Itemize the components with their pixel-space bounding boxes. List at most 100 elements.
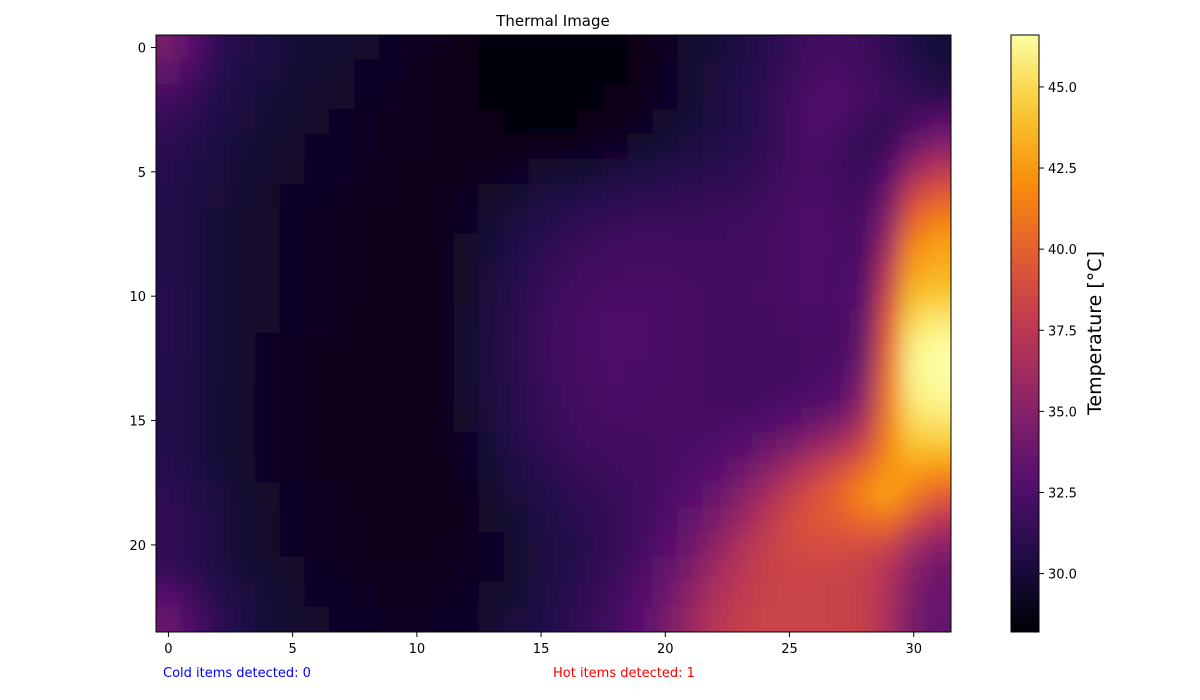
heatmap-cell: [602, 382, 629, 409]
heatmap-cell: [354, 457, 381, 484]
heatmap-cell: [428, 556, 455, 583]
heatmap-cell: [776, 532, 803, 558]
heatmap-cell: [652, 134, 679, 160]
heatmap-cell: [354, 333, 381, 359]
y-tick-label: 5: [138, 166, 146, 181]
heatmap-cell: [652, 457, 679, 484]
heatmap-cell: [403, 432, 430, 459]
heatmap-cell: [751, 382, 778, 409]
heatmap-cell: [577, 333, 604, 359]
heatmap-cell: [577, 357, 604, 384]
heatmap-cell: [156, 382, 157, 409]
heatmap-cell: [329, 532, 356, 558]
heatmap-cell: [180, 208, 207, 235]
heatmap-cell: [379, 606, 405, 632]
heatmap-cell: [627, 84, 654, 111]
heatmap-cell: [801, 35, 828, 61]
heatmap-cell: [726, 581, 753, 608]
heatmap-cell: [875, 556, 902, 583]
heatmap-cell: [354, 283, 381, 310]
heatmap-cell: [205, 556, 232, 583]
heatmap-cell: [900, 606, 927, 632]
heatmap-cell: [801, 183, 828, 210]
heatmap-cell: [254, 606, 281, 632]
heatmap-cell: [478, 581, 505, 608]
heatmap-cell: [925, 208, 951, 235]
heatmap-cell: [205, 35, 232, 36]
heatmap-cell: [428, 457, 455, 484]
heatmap-cell: [950, 84, 951, 111]
heatmap-cell: [279, 457, 306, 484]
heatmap-cell: [156, 208, 182, 235]
heatmap-cell: [925, 457, 951, 484]
heatmap-cell: [254, 432, 281, 459]
heatmap-cell: [702, 532, 728, 558]
heatmap-cell: [900, 233, 927, 260]
heatmap-cell: [230, 556, 256, 583]
heatmap-cell: [577, 158, 604, 185]
heatmap-cell: [180, 84, 207, 111]
heatmap-cell: [354, 482, 381, 509]
heatmap-cell: [851, 382, 877, 409]
heatmap-cell: [379, 84, 405, 111]
heatmap-cell: [230, 183, 256, 210]
heatmap-cell: [478, 109, 505, 136]
heatmap-cell: [627, 258, 654, 285]
heatmap-cell: [950, 357, 951, 384]
heatmap-cell: [503, 109, 530, 136]
heatmap-cell: [354, 631, 381, 632]
heatmap-cell: [652, 208, 679, 235]
heatmap-cell: [950, 258, 951, 285]
heatmap-cell: [677, 308, 704, 335]
heatmap-cell: [553, 283, 579, 310]
heatmap-cell: [279, 35, 306, 61]
heatmap-cell: [776, 581, 803, 608]
heatmap-cell: [279, 581, 306, 608]
heatmap-cell: [329, 208, 356, 235]
heatmap-cell: [726, 631, 753, 632]
heatmap-cell: [329, 233, 356, 260]
heatmap-cell: [776, 134, 803, 160]
heatmap-cell: [925, 532, 951, 558]
heatmap-cell: [403, 35, 430, 36]
heatmap-cell: [156, 482, 157, 509]
cold-items-status: Cold items detected: 0: [163, 666, 311, 681]
heatmap-cell: [553, 258, 579, 285]
heatmap-cell: [304, 631, 331, 632]
heatmap-cell: [156, 432, 157, 459]
colorbar-tick-label: 40.0: [1048, 243, 1077, 258]
heatmap-cell: [652, 507, 679, 534]
heatmap-cell: [851, 35, 877, 61]
heatmap-cell: [180, 556, 207, 583]
heatmap-cell: [875, 432, 902, 459]
heatmap-cell: [925, 84, 951, 111]
heatmap-cell: [403, 482, 430, 509]
heatmap-cell: [702, 158, 728, 185]
heatmap-cell: [156, 357, 157, 384]
heatmap-cell: [950, 457, 951, 484]
heatmap-cell: [329, 556, 356, 583]
heatmap-cell: [801, 233, 828, 260]
heatmap-cell: [900, 35, 927, 61]
heatmap-cell: [602, 109, 629, 136]
heatmap-cell: [826, 35, 853, 36]
heatmap-cell: [379, 457, 405, 484]
heatmap-cell: [751, 134, 778, 160]
heatmap-cell: [553, 109, 579, 136]
heatmap-cell: [602, 357, 629, 384]
colorbar-label: Temperature [°C]: [1084, 251, 1106, 416]
heatmap-cell: [453, 482, 480, 509]
heatmap-cell: [602, 432, 629, 459]
heatmap-cell: [677, 457, 704, 484]
heatmap-cell: [801, 482, 828, 509]
heatmap-cell: [254, 109, 281, 136]
heatmap-cell: [230, 382, 256, 409]
heatmap-cell: [702, 258, 728, 285]
heatmap-cell: [180, 183, 207, 210]
heatmap-cell: [751, 457, 778, 484]
heatmap-cell: [627, 158, 654, 185]
heatmap-cell: [875, 208, 902, 235]
heatmap-cell: [156, 258, 157, 285]
heatmap-cell: [379, 432, 405, 459]
heatmap-cell: [156, 532, 182, 558]
